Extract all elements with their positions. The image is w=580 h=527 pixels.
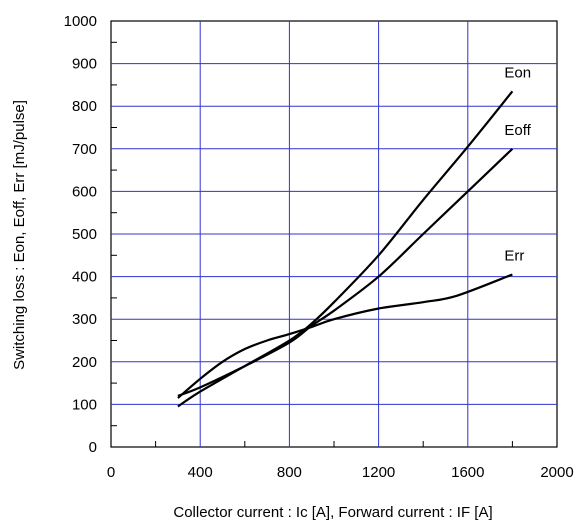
y-tick-label-100: 100: [72, 396, 97, 413]
grid-lines: [111, 21, 557, 447]
x-tick-label-1200: 1200: [362, 464, 395, 481]
y-axis-label: Switching loss : Eon, Eoff, Err [mJ/puls…: [11, 100, 28, 370]
y-tick-label-300: 300: [72, 311, 97, 328]
y-tick-label-800: 800: [72, 98, 97, 115]
series-label-eon: Eon: [504, 64, 531, 81]
x-tick-label-1600: 1600: [451, 464, 484, 481]
x-tick-label-0: 0: [107, 464, 115, 481]
y-tick-label-1000: 1000: [64, 13, 97, 30]
y-tick-label-0: 0: [89, 439, 97, 456]
x-tick-labels: 0 400 800 1200 1600 2000: [107, 464, 574, 481]
y-tick-label-200: 200: [72, 354, 97, 371]
series-line-eoff: [177, 148, 514, 397]
series-label-eoff: Eoff: [504, 122, 531, 139]
y-tick-label-600: 600: [72, 183, 97, 200]
y-tick-label-700: 700: [72, 141, 97, 158]
y-tick-labels: 0 100 200 300 400 500 600 700 800 900 1000: [64, 13, 97, 456]
x-tick-label-400: 400: [188, 464, 213, 481]
x-axis-label: Collector current : Ic [A], Forward curr…: [173, 504, 492, 521]
series-line-eon: [177, 90, 514, 408]
y-tick-label-900: 900: [72, 56, 97, 73]
series-line-err: [177, 273, 513, 399]
series-label-err: Err: [504, 247, 524, 264]
y-tick-label-400: 400: [72, 269, 97, 286]
minor-tick-marks: [111, 41, 513, 447]
y-tick-label-500: 500: [72, 226, 97, 243]
series-labels: Eon Eoff Err: [504, 64, 531, 264]
series-lines: [177, 90, 514, 408]
x-tick-label-800: 800: [277, 464, 302, 481]
x-tick-label-2000: 2000: [540, 464, 573, 481]
